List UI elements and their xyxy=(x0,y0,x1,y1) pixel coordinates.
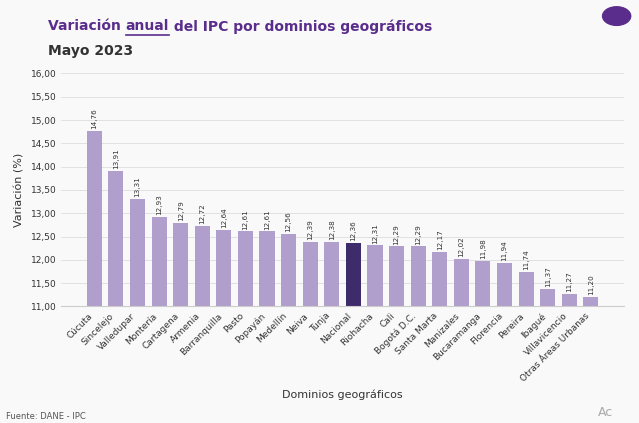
Text: 12,17: 12,17 xyxy=(436,229,443,250)
Bar xyxy=(346,243,361,423)
X-axis label: Dominios geográficos: Dominios geográficos xyxy=(282,389,403,400)
Bar xyxy=(411,246,426,423)
Text: del IPC por dominios geográficos: del IPC por dominios geográficos xyxy=(169,19,433,33)
Bar xyxy=(87,131,102,423)
Bar xyxy=(259,231,275,423)
Text: 11,20: 11,20 xyxy=(588,275,594,295)
Bar xyxy=(540,289,555,423)
Bar xyxy=(367,245,383,423)
Text: Fuente: DANE - IPC: Fuente: DANE - IPC xyxy=(6,412,86,421)
Bar xyxy=(281,234,296,423)
Text: Ac: Ac xyxy=(598,406,613,419)
Bar xyxy=(130,199,145,423)
Text: anual: anual xyxy=(126,19,169,33)
Text: 12,29: 12,29 xyxy=(394,224,399,244)
Text: Variación: Variación xyxy=(48,19,126,33)
Bar xyxy=(475,261,491,423)
Text: 12,61: 12,61 xyxy=(242,209,249,230)
Bar xyxy=(454,259,469,423)
Text: D: D xyxy=(612,11,621,21)
Bar xyxy=(389,246,404,423)
Text: 14,76: 14,76 xyxy=(91,109,97,129)
Text: 12,79: 12,79 xyxy=(178,201,183,221)
Bar xyxy=(109,171,123,423)
Bar xyxy=(151,217,167,423)
Text: 12,02: 12,02 xyxy=(458,236,465,257)
Bar xyxy=(518,272,534,423)
Text: Mayo 2023: Mayo 2023 xyxy=(48,44,133,58)
Text: 11,94: 11,94 xyxy=(502,240,507,261)
Y-axis label: Variación (%): Variación (%) xyxy=(15,153,25,227)
Text: 11,74: 11,74 xyxy=(523,250,529,270)
Bar xyxy=(562,294,577,423)
Text: 12,29: 12,29 xyxy=(415,224,421,244)
Text: 11,98: 11,98 xyxy=(480,238,486,259)
Text: 12,38: 12,38 xyxy=(329,220,335,240)
Text: 12,64: 12,64 xyxy=(221,207,227,228)
Bar xyxy=(497,263,512,423)
Bar xyxy=(583,297,598,423)
Text: 12,36: 12,36 xyxy=(350,220,357,241)
Text: 12,72: 12,72 xyxy=(199,204,205,225)
Text: 12,31: 12,31 xyxy=(372,223,378,244)
Text: 13,91: 13,91 xyxy=(113,148,119,169)
Text: 12,39: 12,39 xyxy=(307,219,313,240)
Bar xyxy=(216,230,231,423)
Bar xyxy=(173,223,189,423)
Text: 11,27: 11,27 xyxy=(566,271,573,292)
Text: 13,31: 13,31 xyxy=(134,176,141,197)
Bar xyxy=(238,231,253,423)
Text: 12,61: 12,61 xyxy=(264,209,270,230)
Bar xyxy=(303,242,318,423)
Text: 11,37: 11,37 xyxy=(544,266,551,287)
Text: 12,93: 12,93 xyxy=(156,194,162,215)
Text: 12,56: 12,56 xyxy=(286,211,291,232)
Bar xyxy=(432,252,447,423)
Bar xyxy=(195,226,210,423)
Bar xyxy=(324,242,339,423)
